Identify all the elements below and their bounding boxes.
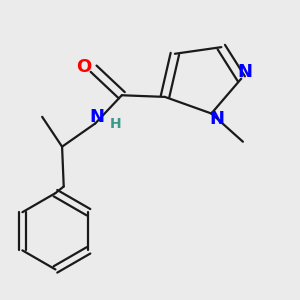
Text: N: N (210, 110, 225, 128)
Text: O: O (76, 58, 91, 76)
Text: N: N (89, 109, 104, 127)
Text: H: H (109, 117, 121, 131)
Text: N: N (238, 63, 253, 81)
